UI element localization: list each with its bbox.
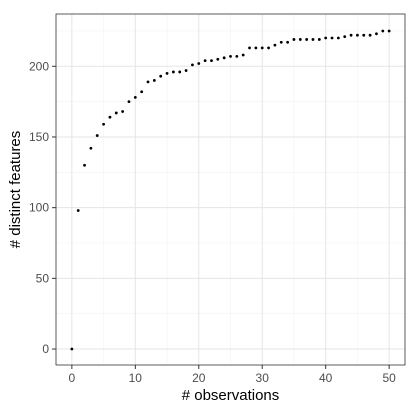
y-tick-label: 50	[36, 271, 50, 285]
data-point	[267, 46, 270, 50]
data-point	[387, 29, 391, 33]
x-tick-label: 30	[256, 371, 270, 385]
data-point	[336, 36, 340, 40]
data-point	[292, 38, 296, 41]
data-point	[381, 29, 385, 33]
data-point	[362, 33, 366, 37]
data-point	[203, 59, 207, 63]
panel-border	[55, 13, 406, 366]
data-point	[165, 71, 169, 75]
axis-ticks	[52, 65, 390, 369]
data-point	[330, 36, 334, 40]
y-tick-label: 100	[29, 201, 49, 215]
data-point	[349, 33, 353, 37]
data-point	[273, 43, 277, 47]
data-point	[254, 46, 258, 50]
data-point	[127, 100, 131, 104]
data-point	[89, 146, 93, 150]
data-point	[178, 70, 182, 74]
data-point	[102, 122, 105, 126]
data-point	[317, 38, 321, 41]
data-point	[159, 74, 163, 78]
data-points	[70, 29, 391, 351]
data-point	[375, 32, 378, 36]
data-point	[222, 56, 226, 60]
data-point	[343, 35, 347, 39]
data-point	[229, 55, 232, 58]
data-point	[70, 347, 74, 351]
data-point	[324, 36, 328, 40]
data-point	[146, 80, 150, 84]
data-point	[356, 33, 359, 37]
major-gridlines	[56, 14, 405, 365]
x-tick-label: 10	[129, 371, 143, 385]
data-point	[133, 96, 137, 99]
data-point	[241, 53, 245, 57]
minor-gridlines	[56, 14, 405, 365]
data-point	[368, 33, 372, 37]
data-point	[83, 163, 86, 167]
data-point	[216, 57, 220, 61]
y-tick-label: 0	[42, 342, 49, 356]
data-point	[210, 59, 213, 63]
data-point	[108, 115, 112, 119]
data-point	[286, 40, 290, 44]
y-tick-label: 200	[29, 59, 49, 73]
data-point	[311, 38, 315, 41]
data-point	[114, 111, 118, 115]
data-point	[171, 70, 175, 74]
data-point	[184, 69, 188, 72]
y-tick-labels: 0 50 100 150 200	[29, 59, 49, 356]
y-axis-title: # distinct features	[7, 131, 24, 249]
x-tick-label: 40	[319, 371, 333, 385]
data-point	[140, 90, 144, 94]
x-tick-label: 20	[192, 371, 206, 385]
data-point	[235, 55, 239, 58]
y-tick-label: 150	[29, 130, 49, 144]
data-point	[95, 134, 99, 137]
data-point	[305, 38, 309, 41]
data-point	[191, 63, 194, 67]
data-point	[76, 209, 80, 212]
data-point	[248, 46, 251, 50]
x-tick-labels: 0 10 20 30 40 50	[69, 371, 397, 385]
x-axis-title: # observations	[182, 387, 280, 404]
data-point	[197, 62, 201, 65]
x-tick-label: 0	[69, 371, 76, 385]
x-tick-label: 50	[382, 371, 396, 385]
data-point	[279, 40, 283, 44]
data-point	[298, 38, 302, 41]
data-point	[152, 79, 156, 82]
data-point	[260, 46, 264, 50]
data-point	[121, 110, 125, 113]
